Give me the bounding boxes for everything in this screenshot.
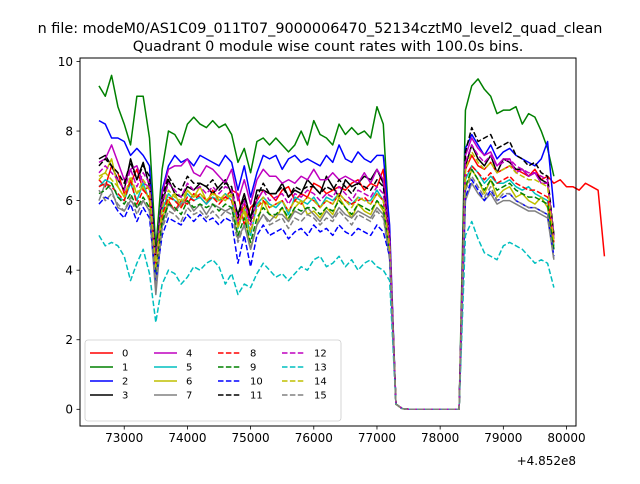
x-tick-label: 77000 [358, 431, 396, 445]
legend-label-2: 2 [122, 377, 128, 388]
y-tick-label: 2 [65, 333, 73, 347]
x-tick-label: 74000 [168, 431, 206, 445]
legend-label-12: 12 [314, 349, 327, 360]
y-tick-label: 0 [65, 403, 73, 417]
figure-suptitle: n file: modeM0/AS1C09_011T07_9000006470_… [38, 21, 603, 37]
legend-label-10: 10 [250, 377, 263, 388]
legend-label-14: 14 [314, 377, 327, 388]
series-line-14 [98, 151, 555, 411]
series-line-12 [98, 144, 555, 411]
y-tick-label: 6 [65, 194, 73, 208]
x-tick-label: 79000 [484, 431, 522, 445]
y-tick-label: 10 [58, 55, 73, 69]
legend-label-9: 9 [250, 363, 256, 374]
legend-label-1: 1 [122, 363, 128, 374]
series-line-4 [98, 137, 555, 411]
axes-frame [79, 57, 577, 427]
legend-box [84, 339, 342, 422]
x-axis-offset-label: +4.852e8 [517, 454, 576, 468]
legend-label-5: 5 [186, 363, 192, 374]
legend-label-8: 8 [250, 349, 256, 360]
legend-label-0: 0 [122, 349, 128, 360]
series-line-7 [98, 182, 555, 411]
x-tick-label: 75000 [232, 431, 270, 445]
series-lines [98, 74, 606, 411]
x-tick-label: 78000 [421, 431, 459, 445]
x-tick-label: 73000 [105, 431, 143, 445]
legend-label-15: 15 [314, 391, 327, 402]
series-line-1 [98, 74, 555, 411]
legend-label-11: 11 [250, 391, 263, 402]
legend-label-6: 6 [186, 377, 192, 388]
legend-label-13: 13 [314, 363, 327, 374]
chart-title: Quadrant 0 module wise count rates with … [133, 39, 524, 55]
y-tick-label: 4 [65, 263, 73, 277]
series-line-13 [98, 220, 555, 411]
x-axis-ticks: 73000 74000 75000 76000 77000 78000 79000 80000 [105, 426, 586, 445]
series-line-2 [98, 119, 555, 411]
series-line-15 [98, 175, 555, 411]
y-axis-ticks: 0 2 4 6 8 10 [58, 55, 80, 417]
legend-label-3: 3 [122, 391, 128, 402]
legend-label-4: 4 [186, 349, 192, 360]
series-line-10 [98, 178, 555, 411]
series-line-9 [98, 168, 555, 411]
y-tick-label: 8 [65, 124, 73, 138]
x-tick-label: 76000 [295, 431, 333, 445]
series-line-11 [98, 126, 555, 411]
x-tick-label: 80000 [547, 431, 585, 445]
legend-label-7: 7 [186, 391, 192, 402]
